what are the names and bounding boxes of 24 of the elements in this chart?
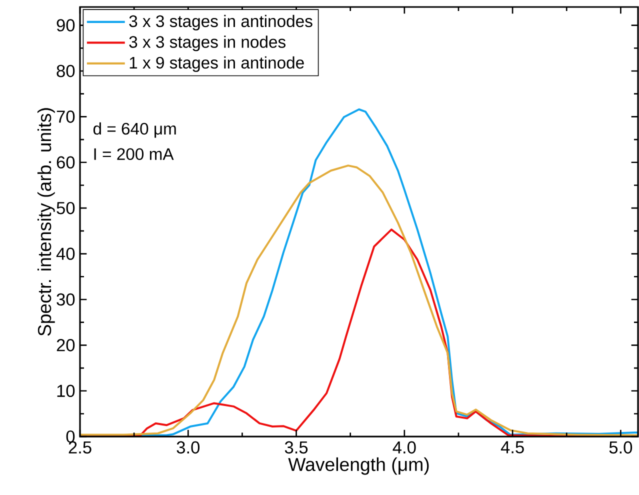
legend-label: 3 x 3 stages in nodes [129,36,286,52]
annotation: d = 640 μm [93,122,176,138]
y-tick-label: 40 [56,248,75,260]
x-tick-label: 2.5 [68,441,92,454]
y-tick-label: 30 [56,293,75,306]
y-tick-label: 10 [57,384,75,398]
y-axis-title: Spectr. intensity (arb. units) [37,108,55,336]
x-tick-label: 3.0 [176,441,200,454]
y-tick-label: 80 [56,64,75,78]
x-tick-label: 4.0 [392,441,416,454]
y-tick-label: 0 [66,430,75,443]
line-series [80,164,638,436]
annotation: I = 200 mA [94,148,174,160]
legend-label: 1 x 9 stages in antinode [130,56,304,72]
x-tick-label: 3.5 [284,441,308,454]
x-axis-title: Wavelength (μm) [288,457,429,475]
y-tick-label: 70 [56,110,75,123]
x-tick-label: 5.0 [609,441,632,454]
x-tick-label: 4.5 [500,441,524,454]
y-tick-label: 60 [56,156,75,169]
y-tick-label: 20 [56,339,75,352]
y-tick-label: 50 [56,202,75,214]
legend-label: 3 x 3 stages in antinodes [129,14,312,30]
y-tick-label: 90 [56,19,75,32]
